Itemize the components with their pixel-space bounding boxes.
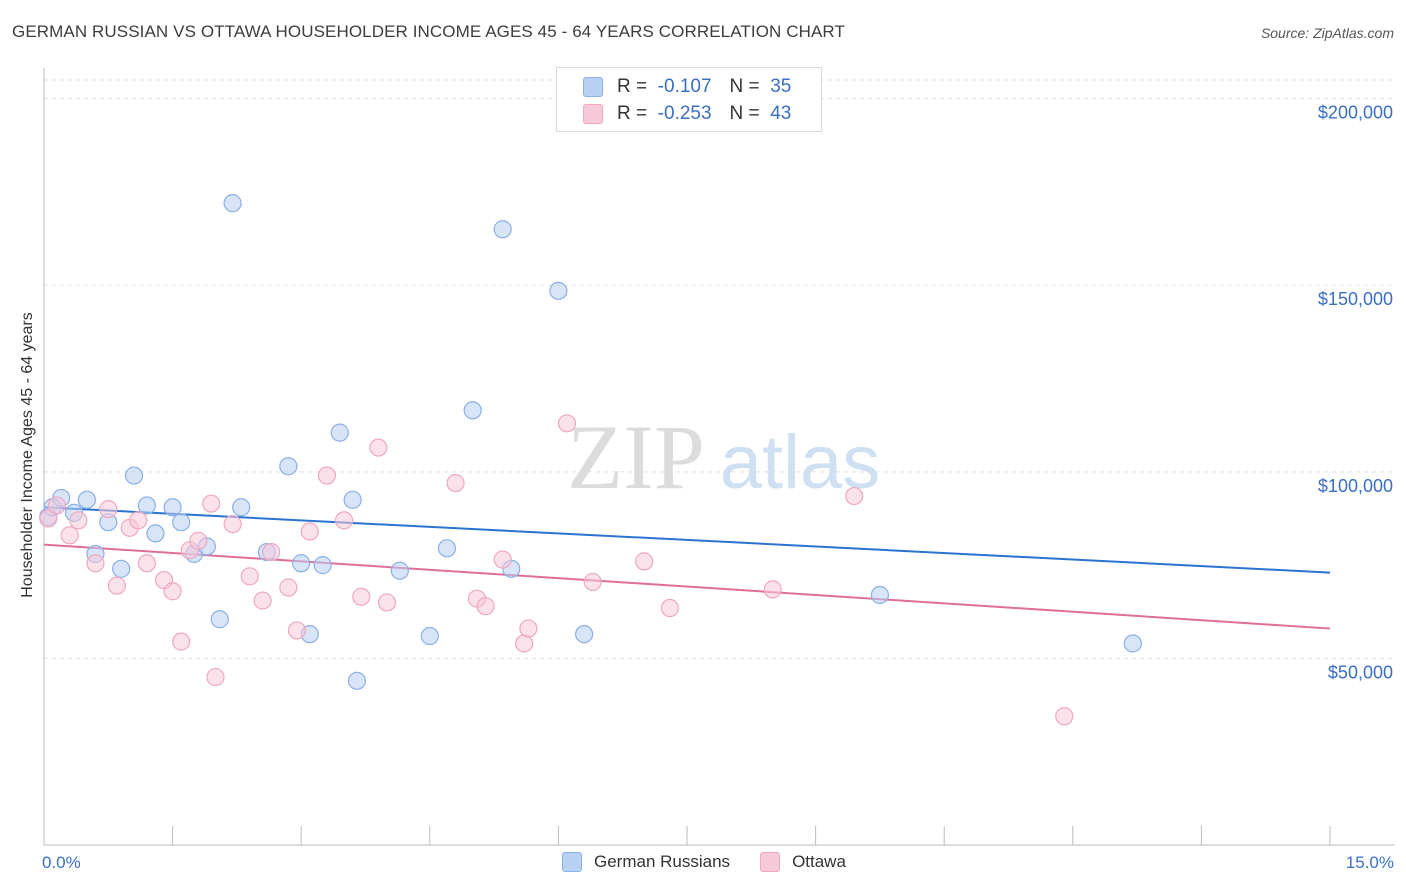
german-russians-point: [347, 671, 367, 690]
legend-swatch-pink: [760, 852, 781, 872]
y-tick-label: $100,000: [1318, 476, 1393, 496]
ottawa-point: [202, 494, 221, 513]
ottawa-point: [253, 591, 272, 610]
legend-n-label: N =: [729, 76, 760, 97]
ottawa-point: [557, 414, 577, 433]
chart-title: GERMAN RUSSIAN VS OTTAWA HOUSEHOLDER INC…: [12, 22, 845, 41]
german-russians-point: [493, 220, 512, 239]
legend-row-german-russians: R = -0.107 N = 35: [583, 75, 791, 99]
german-russians-point: [137, 496, 156, 515]
german-russians-point: [210, 610, 229, 629]
ottawa-point: [660, 598, 679, 618]
ottawa-point: [262, 542, 281, 562]
ottawa-point: [352, 587, 371, 606]
source-label: Source: ZipAtlas.com: [1260, 25, 1394, 41]
german-russians-point: [390, 561, 409, 580]
german-russians-point: [463, 401, 482, 420]
legend-label: Ottawa: [792, 852, 846, 871]
ottawa-point: [476, 597, 495, 616]
ottawa-point: [519, 619, 538, 638]
ottawa-point: [845, 486, 864, 506]
ottawa-point: [60, 526, 79, 545]
ottawa-point: [334, 511, 354, 530]
legend-swatch-blue: [583, 77, 603, 97]
ottawa-point: [86, 554, 105, 573]
legend-label: German Russians: [594, 852, 731, 871]
ottawa-point: [493, 550, 512, 569]
ottawa-point: [635, 552, 654, 571]
trend-line: [43, 543, 1331, 630]
correlation-legend: R = -0.107 N = 35 R = -0.253 N = 43: [556, 67, 822, 132]
legend-r-value: -0.107: [657, 76, 712, 97]
german-russians-point: [112, 559, 131, 578]
german-russians-point: [146, 524, 165, 543]
ottawa-point: [763, 580, 782, 599]
ottawa-point: [99, 500, 118, 519]
german-russians-point: [549, 281, 568, 300]
trend-line: [43, 506, 1331, 574]
y-tick-label: $200,000: [1318, 103, 1393, 123]
legend-n-value: 43: [770, 103, 792, 124]
series-legend: German Russians Ottawa: [562, 852, 876, 872]
y-tick-label: $150,000: [1318, 289, 1393, 309]
legend-item-ottawa[interactable]: Ottawa: [760, 852, 846, 872]
german-russians-point: [124, 466, 144, 485]
ottawa-point: [300, 522, 319, 541]
ottawa-point: [583, 572, 602, 592]
german-russians-point: [77, 490, 96, 509]
german-russians-point: [313, 556, 332, 575]
ottawa-point: [39, 509, 58, 528]
ottawa-point: [129, 511, 148, 530]
legend-item-german-russians[interactable]: German Russians: [562, 852, 730, 872]
ottawa-point: [369, 438, 388, 457]
x-tick-label-min: 0.0%: [42, 853, 81, 872]
german-russians-point: [420, 626, 439, 646]
german-russians-point: [292, 554, 311, 573]
ottawa-point: [189, 531, 208, 550]
ottawa-point: [279, 578, 298, 597]
x-tick-label-max: 15.0%: [1345, 853, 1394, 872]
legend-row-ottawa: R = -0.253 N = 43: [583, 102, 791, 126]
ottawa-point: [377, 593, 397, 612]
german-russians-point: [279, 457, 298, 476]
ottawa-point: [47, 496, 66, 515]
ottawa-point: [223, 514, 242, 534]
legend-r-value: -0.253: [657, 103, 712, 124]
y-tick-label: $50,000: [1328, 662, 1393, 682]
ottawa-point: [163, 582, 182, 601]
german-russians-point: [172, 513, 191, 532]
ottawa-point: [137, 554, 156, 573]
german-russians-point: [437, 539, 457, 558]
legend-r-label: R =: [617, 103, 648, 124]
ottawa-point: [172, 632, 191, 651]
ottawa-point: [1055, 707, 1074, 726]
german-russians-point: [343, 490, 362, 509]
ottawa-point: [287, 621, 307, 640]
watermark-zip: ZIP: [567, 406, 705, 508]
german-russians-point: [223, 194, 242, 213]
german-russians-point: [330, 423, 349, 442]
ottawa-point: [206, 667, 225, 687]
german-russians-point: [1123, 634, 1142, 653]
legend-r-label: R =: [617, 76, 648, 97]
legend-n-value: 35: [770, 76, 792, 97]
german-russians-point: [575, 625, 594, 644]
german-russians-point: [870, 585, 890, 605]
legend-n-label: N =: [729, 103, 760, 124]
ottawa-point: [240, 567, 259, 586]
ottawa-point: [446, 473, 465, 493]
ottawa-point: [515, 634, 534, 653]
legend-swatch-pink: [583, 104, 603, 124]
legend-swatch-blue: [562, 852, 582, 872]
ottawa-point: [317, 466, 337, 485]
german-russians-point: [232, 498, 251, 517]
german-russians-point: [163, 498, 182, 517]
ottawa-point: [107, 576, 126, 595]
ottawa-point: [69, 511, 88, 530]
